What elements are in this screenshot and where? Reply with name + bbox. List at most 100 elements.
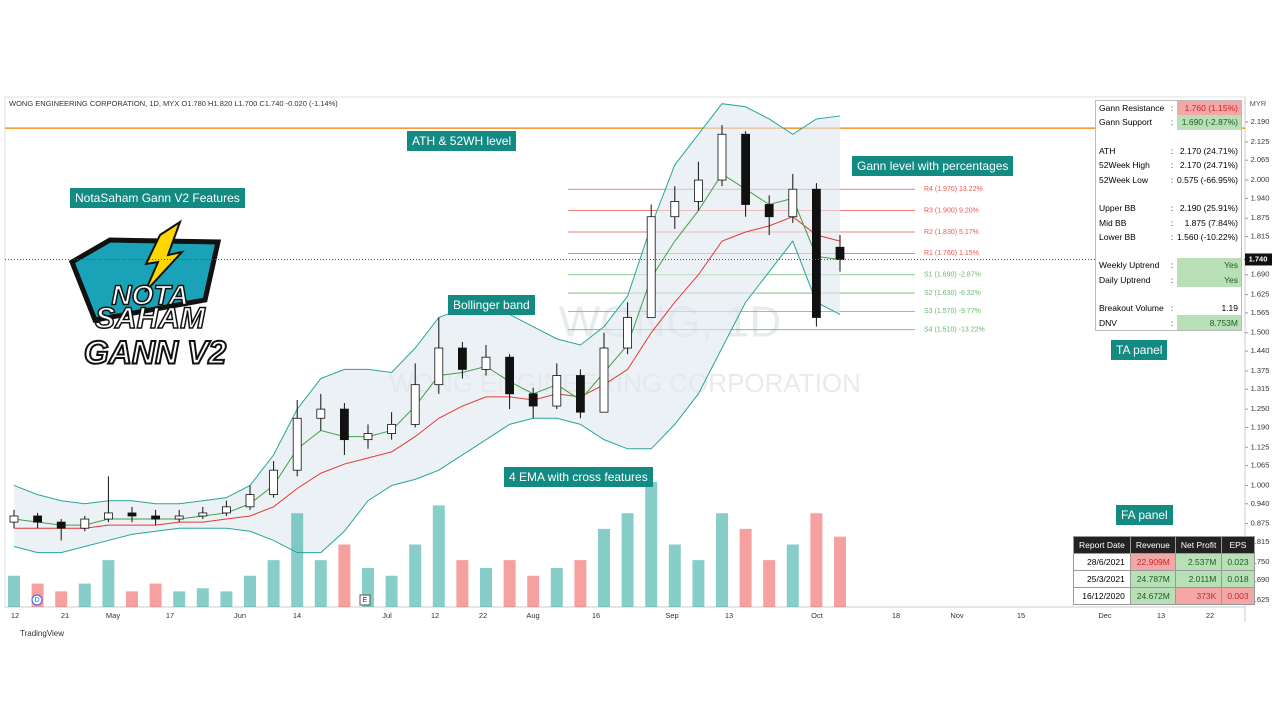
annotation: TA panel — [1111, 340, 1168, 360]
ta-colon: : — [1170, 117, 1174, 128]
y-tick-label: 0.815 — [1251, 537, 1270, 546]
ta-colon: : — [1170, 103, 1174, 114]
y-tick-label: 1.440 — [1251, 346, 1270, 355]
ta-gap — [1096, 244, 1241, 258]
last-price-label: 1.740 — [1249, 254, 1268, 263]
event-marker — [359, 594, 371, 606]
ta-colon: : — [1170, 274, 1174, 285]
candle-body — [623, 317, 632, 349]
candle-body — [198, 512, 208, 517]
y-tick-label: 1.125 — [1251, 442, 1270, 451]
gann-label: S1 (1.690) -2.87% — [924, 272, 981, 279]
ta-colon: : — [1170, 303, 1174, 314]
y-tick-label: 2.000 — [1251, 175, 1270, 184]
ta-label: Mid BB — [1099, 217, 1127, 228]
candle-body — [363, 433, 373, 441]
candle-body — [646, 216, 656, 318]
fa-header: EPS — [1221, 536, 1255, 554]
ta-value: 0.575 (-66.95%) — [1177, 174, 1238, 185]
candle-body — [33, 515, 42, 523]
volume-bar — [550, 567, 563, 607]
y-tick-label: 1.940 — [1251, 193, 1270, 202]
y-tick-label: 2.190 — [1251, 117, 1270, 126]
volume-bar — [220, 591, 233, 607]
x-tick-label: 12 — [11, 611, 19, 620]
logo-badge — [68, 237, 222, 323]
candle-body — [221, 506, 231, 514]
fa-cell: 0.018 — [1221, 570, 1255, 588]
fa-header: Net Profit — [1174, 536, 1223, 554]
ta-colon: : — [1170, 231, 1174, 242]
ta-row: 52Week Low:0.575 (-66.95%) — [1096, 172, 1241, 186]
volume-bar — [668, 544, 681, 607]
volume-bar — [244, 575, 256, 607]
volume-bar — [480, 567, 492, 607]
candle-body — [434, 347, 444, 386]
candle-body — [599, 347, 609, 413]
ta-label: Gann Support — [1099, 117, 1152, 128]
ta-colon: : — [1170, 203, 1174, 214]
fa-header-row: Report Date Revenue Net Profit EPS — [1073, 536, 1255, 554]
x-tick-label: 22 — [479, 611, 487, 620]
candle-body — [292, 417, 302, 471]
ta-row: Upper BB:2.190 (25.91%) — [1096, 201, 1241, 215]
ta-label: Daily Uptrend — [1099, 274, 1151, 285]
gann-label: R3 (1.900) 9.20% — [924, 207, 979, 214]
bollinger-upper — [13, 103, 841, 505]
volume-bar — [126, 591, 138, 607]
x-tick-label: Nov — [950, 611, 964, 620]
fa-cell: 25/3/2021 — [1073, 570, 1131, 588]
ta-value: Yes — [1177, 272, 1241, 287]
fa-cell: 16/12/2020 — [1073, 587, 1131, 605]
ta-label: 52Week Low — [1099, 174, 1148, 185]
event-marker — [31, 594, 43, 606]
volume-bar — [432, 505, 445, 607]
ta-value: 1.19 — [1221, 303, 1238, 314]
y-tick-label: 0.750 — [1251, 557, 1270, 566]
volume-bar — [8, 575, 20, 607]
ta-colon: : — [1170, 174, 1174, 185]
y-tick-label: 2.125 — [1251, 137, 1270, 146]
ta-value: 2.170 (24.71%) — [1179, 160, 1238, 171]
y-tick-label: 1.565 — [1251, 308, 1270, 317]
candle-body — [481, 356, 491, 370]
volume-bar — [196, 588, 209, 607]
candle-body — [576, 375, 585, 413]
candle-body — [387, 423, 397, 434]
x-tick-label: 17 — [166, 611, 174, 620]
fa-cell: 0.023 — [1221, 553, 1255, 571]
volume-bar — [456, 560, 469, 607]
x-tick-label: 21 — [61, 611, 69, 620]
x-tick-label: Jul — [382, 611, 392, 620]
ta-colon: : — [1170, 260, 1174, 271]
ta-gap — [1096, 187, 1241, 201]
volume-bar — [834, 536, 846, 607]
y-tick-label: 1.250 — [1251, 404, 1270, 413]
candle-body — [670, 201, 680, 218]
y-tick-label: 0.625 — [1251, 595, 1270, 604]
x-tick-label: Aug — [526, 611, 539, 620]
footer-brand: TradingView — [20, 629, 64, 638]
candle-body — [457, 347, 467, 370]
ta-colon: : — [1170, 217, 1174, 228]
y-tick-label: 1.500 — [1251, 328, 1270, 337]
gann-label: R2 (1.830) 5.17% — [924, 229, 979, 236]
y-tick-label: 1.065 — [1251, 461, 1270, 470]
ta-row: Gann Resistance:1.760 (1.15%) — [1096, 101, 1241, 116]
ta-value: 1.875 (7.84%) — [1184, 217, 1238, 228]
y-tick-label: 1.875 — [1251, 213, 1270, 222]
ta-label: Gann Resistance — [1099, 103, 1165, 114]
volume-bar — [291, 513, 304, 607]
volume-bar — [692, 560, 705, 607]
ta-row: Daily Uptrend: Yes — [1096, 272, 1241, 287]
volume-bar — [621, 513, 634, 607]
ta-row: Weekly Uptrend: Yes — [1096, 258, 1241, 273]
fa-header: Report Date — [1073, 536, 1131, 554]
annotation: Gann level with percentages — [852, 156, 1014, 176]
x-tick-label: 13 — [725, 611, 733, 620]
fa-cell: 0.003 — [1221, 587, 1255, 605]
candle-body — [788, 188, 798, 218]
ta-colon: : — [1170, 317, 1174, 328]
ta-label: Breakout Volume — [1099, 303, 1164, 314]
volume-bar — [503, 560, 516, 607]
